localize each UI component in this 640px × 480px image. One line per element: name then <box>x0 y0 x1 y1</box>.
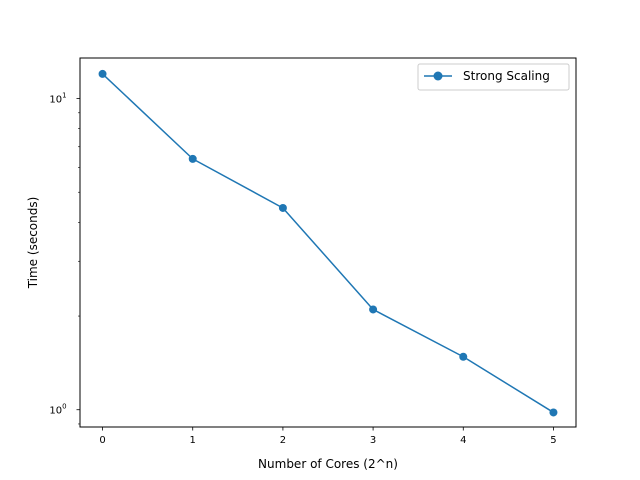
y-axis-ticks: 100 101 <box>49 92 80 425</box>
data-point <box>369 305 378 314</box>
y-tick-label: 100 <box>49 403 66 417</box>
x-tick-label: 0 <box>99 435 105 446</box>
x-tick-label: 3 <box>370 435 376 446</box>
legend-box <box>417 63 570 91</box>
x-tick-label: 4 <box>460 435 466 446</box>
data-point <box>98 69 107 78</box>
data-point <box>188 154 197 163</box>
x-axis-ticks: 0 1 2 3 4 5 <box>99 427 557 446</box>
data-point <box>278 203 287 212</box>
x-tick-label: 2 <box>280 435 286 446</box>
data-point <box>549 408 558 417</box>
y-axis-label: Time (seconds) <box>26 197 40 290</box>
legend-label-strong-scaling: Strong Scaling <box>463 69 550 83</box>
x-tick-label: 5 <box>550 435 556 446</box>
y-tick-label: 101 <box>49 92 66 106</box>
legend: Strong Scaling <box>417 63 570 91</box>
legend-marker-sample <box>433 71 443 81</box>
plot-area <box>80 58 576 427</box>
plot-frame <box>79 57 577 428</box>
series-layer <box>98 69 558 417</box>
x-tick-label: 1 <box>190 435 196 446</box>
x-axis-label: Number of Cores (2^n) <box>258 457 398 471</box>
data-point <box>459 352 468 361</box>
series-line-0 <box>101 73 555 414</box>
